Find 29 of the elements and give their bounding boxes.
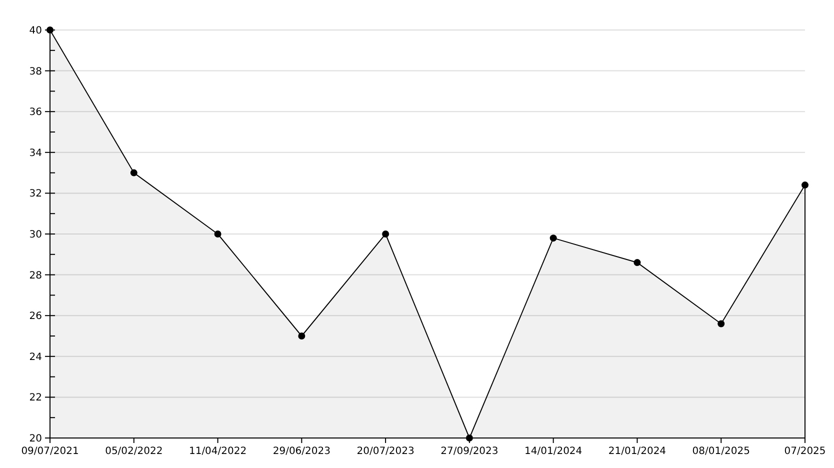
x-tick-label: 21/01/2024 <box>608 446 666 457</box>
y-tick-label: 24 <box>29 352 42 363</box>
x-tick-label: 29/06/2023 <box>272 446 330 457</box>
point <box>718 320 725 328</box>
y-tick-label: 36 <box>29 107 42 118</box>
y-tick-label: 22 <box>29 392 42 404</box>
y-tick-label: 30 <box>29 230 42 240</box>
point <box>382 230 390 238</box>
y-tick-label: 26 <box>29 311 42 322</box>
x-tick-label: 05/02/2022 <box>105 446 163 457</box>
point <box>298 332 306 340</box>
y-tick-label: 40 <box>29 26 42 36</box>
x-tick-label: 27/09/2023 <box>440 446 498 457</box>
y-tick-label: 32 <box>29 188 42 200</box>
x-tick-label: 07/2025 <box>784 446 826 457</box>
y-tick-label: 28 <box>29 270 42 282</box>
point <box>550 234 557 242</box>
point <box>214 230 222 238</box>
x-tick-label: 09/07/2021 <box>21 446 79 457</box>
point <box>802 182 808 189</box>
x-tick-label: 11/04/2022 <box>188 446 247 457</box>
x-tick-label: 14/01/2024 <box>524 446 582 457</box>
y-tick-label: 34 <box>29 148 42 159</box>
point <box>634 259 641 266</box>
point <box>130 169 138 176</box>
y-tick-label: 38 <box>29 66 42 78</box>
y-tick-label: 20 <box>29 434 42 444</box>
x-tick-label: 08/01/2025 <box>692 446 750 457</box>
x-tick-label: 20/07/2023 <box>356 446 414 457</box>
